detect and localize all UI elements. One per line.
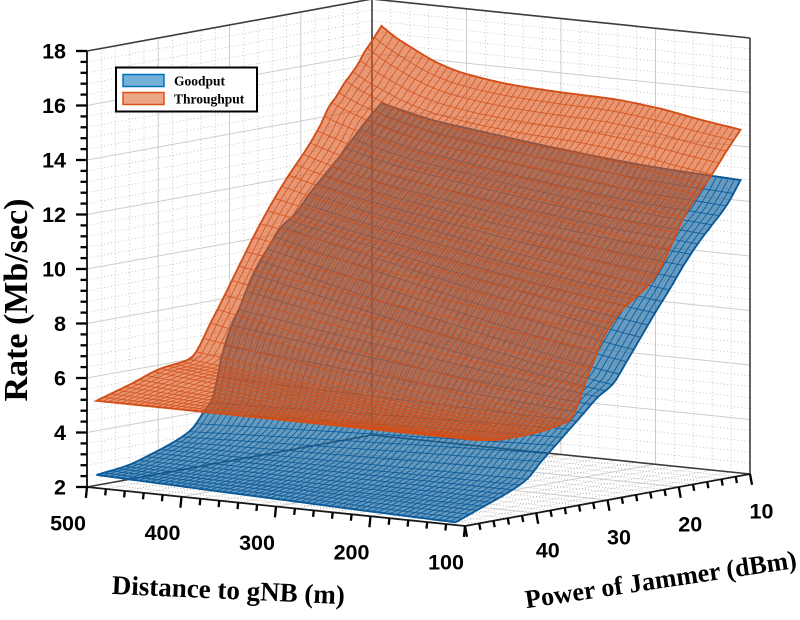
svg-text:Throughput: Throughput [174, 92, 245, 107]
svg-text:Goodput: Goodput [174, 74, 226, 89]
svg-text:100: 100 [428, 550, 464, 574]
svg-text:14: 14 [42, 148, 66, 172]
svg-text:2: 2 [54, 475, 66, 499]
svg-text:200: 200 [334, 541, 370, 565]
svg-text:12: 12 [42, 203, 66, 227]
svg-text:10: 10 [750, 499, 774, 523]
svg-text:18: 18 [42, 39, 66, 63]
svg-text:300: 300 [239, 531, 275, 555]
svg-text:16: 16 [42, 94, 66, 118]
svg-text:40: 40 [536, 538, 560, 562]
svg-text:500: 500 [50, 511, 86, 535]
svg-text:10: 10 [42, 257, 66, 281]
svg-text:8: 8 [54, 312, 66, 336]
svg-text:20: 20 [678, 512, 702, 536]
svg-text:400: 400 [145, 521, 181, 545]
svg-text:30: 30 [607, 525, 631, 549]
svg-text:4: 4 [54, 421, 66, 445]
svg-text:6: 6 [54, 366, 66, 390]
svg-text:Rate (Mb/sec): Rate (Mb/sec) [0, 199, 35, 402]
